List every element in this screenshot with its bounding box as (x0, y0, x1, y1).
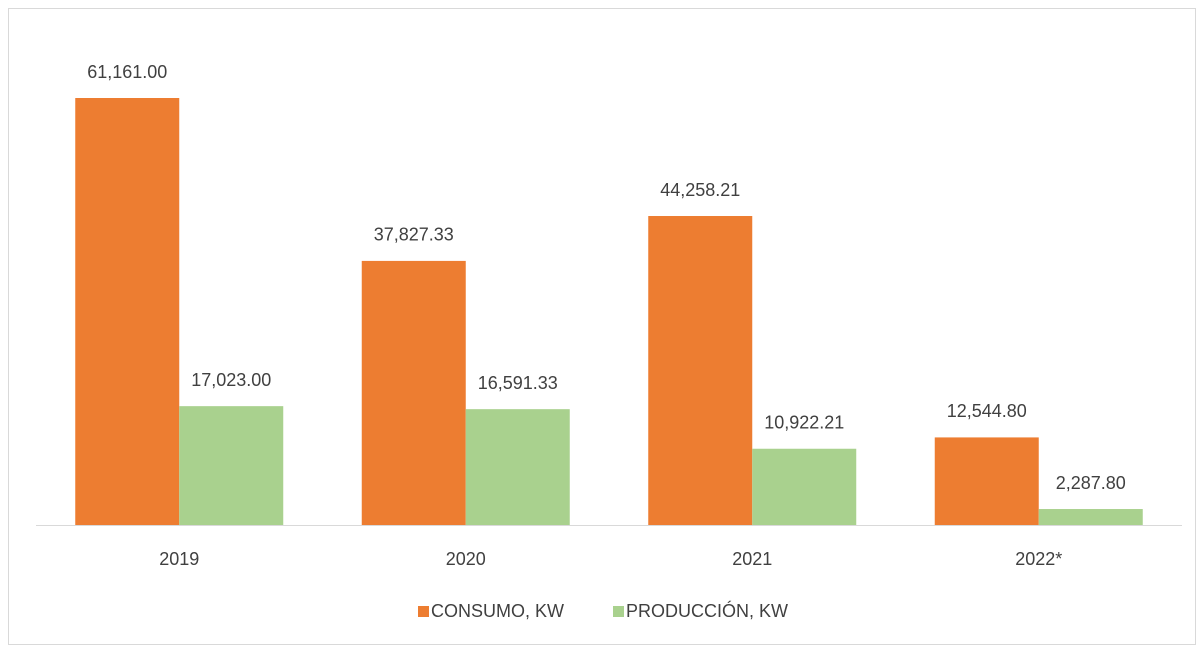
bar (648, 216, 753, 526)
bar (361, 260, 466, 525)
bar (179, 406, 284, 525)
data-label: 37,827.33 (374, 225, 454, 245)
legend-swatch (418, 606, 429, 617)
data-label: 61,161.00 (87, 62, 167, 82)
legend-label: CONSUMO, KW (431, 601, 564, 621)
data-label: 16,591.33 (478, 373, 558, 393)
x-tick-label: 2021 (732, 549, 772, 569)
legend-label: PRODUCCIÓN, KW (626, 600, 788, 621)
chart-frame (8, 8, 1196, 645)
x-tick-label: 2020 (446, 549, 486, 569)
legend-swatch (613, 606, 624, 617)
bar (1038, 509, 1143, 525)
bar (934, 437, 1039, 525)
data-label: 12,544.80 (947, 401, 1027, 421)
bar (752, 448, 857, 525)
bar (465, 409, 570, 525)
x-tick-label: 2022* (1015, 549, 1062, 569)
x-tick-label: 2019 (159, 549, 199, 569)
bar (75, 98, 180, 525)
data-label: 44,258.21 (660, 180, 740, 200)
data-label: 2,287.80 (1056, 473, 1126, 493)
data-label: 10,922.21 (764, 412, 844, 432)
data-label: 17,023.00 (191, 370, 271, 390)
